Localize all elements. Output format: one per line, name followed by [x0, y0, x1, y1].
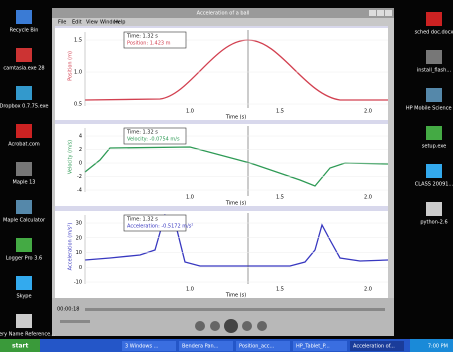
y-axis-label: Position (m) [68, 51, 74, 81]
y-tick-label: 30 [76, 221, 82, 227]
x-axis-label: Time (s) [225, 201, 246, 207]
taskbar-label: Bendera Pan... [182, 344, 219, 350]
x-tick-label: 1.0 [186, 195, 194, 201]
y-tick-label: 10 [76, 250, 82, 256]
y-axis-label: Velocity (m/s) [68, 140, 74, 174]
icon-label: sched doc.docx [415, 30, 453, 36]
maximize-button[interactable] [377, 10, 384, 16]
menu-item[interactable]: View [86, 20, 98, 26]
readout-text: Velocity: -0.0754 m/s [127, 137, 180, 143]
icon-label: Acrobat.com [8, 142, 40, 148]
player-controls [52, 298, 394, 336]
x-tick-label: 1.5 [276, 287, 284, 293]
y-tick-label: 20 [76, 235, 82, 241]
desktop-icon[interactable] [426, 88, 442, 102]
desktop-icon[interactable] [16, 200, 32, 214]
x-axis-label: Time (s) [225, 115, 246, 121]
volume-slider[interactable] [60, 320, 90, 323]
y-tick-label: -10 [74, 280, 82, 286]
desktop-icon[interactable] [426, 12, 442, 26]
icon-label: Skype [16, 294, 31, 300]
readout-text: Acceleration: -0.5172 m/s² [127, 224, 193, 230]
icon-label: Logger Pro 3.6 [6, 256, 42, 262]
taskbar-label: 3 Windows ... [125, 344, 159, 350]
taskbar-label: Acceleration of... [353, 344, 395, 350]
y-tick-label: 0 [79, 161, 82, 167]
clock: 7:00 PM [428, 344, 448, 350]
previous-button[interactable] [195, 321, 205, 331]
desktop-icon[interactable] [16, 86, 32, 100]
desktop-icon[interactable] [16, 162, 32, 176]
icon-label: setup.exe [422, 144, 446, 150]
seek-bar[interactable] [85, 308, 385, 311]
menu-item[interactable]: Help [114, 20, 125, 26]
x-tick-label: 1.5 [276, 195, 284, 201]
readout-text: Position: 1.423 m [127, 41, 171, 47]
desktop-icon[interactable] [16, 124, 32, 138]
x-tick-label: 2.0 [364, 287, 372, 293]
forward-button[interactable] [242, 321, 252, 331]
icon-label: HP Mobile Science Lab [406, 106, 453, 112]
y-tick-label: 1.0 [74, 70, 82, 76]
menu-item[interactable]: File [58, 20, 66, 26]
icon-label: install_flash... [417, 68, 452, 74]
icon-label: CLASS 20091... [415, 182, 453, 188]
desktop-icon[interactable] [426, 126, 442, 140]
start-label: start [12, 343, 28, 350]
x-tick-label: 1.5 [276, 109, 284, 115]
icon-label: Recycle Bin [10, 28, 39, 34]
desktop-icon[interactable] [426, 202, 442, 216]
rewind-button[interactable] [210, 321, 220, 331]
desktop-icon[interactable] [16, 10, 32, 24]
desktop-icon[interactable] [16, 238, 32, 252]
next-button[interactable] [257, 321, 267, 331]
x-tick-label: 2.0 [364, 109, 372, 115]
menu-item[interactable]: Edit [72, 20, 82, 26]
y-tick-label: -4 [77, 188, 82, 194]
desktop-icon[interactable] [16, 48, 32, 62]
readout-text: Time: 1.32 s [126, 130, 158, 136]
minimize-button[interactable] [369, 10, 376, 16]
y-axis-label: Acceleration (m/s²) [68, 223, 74, 271]
y-tick-label: 1.5 [74, 38, 82, 44]
desktop-icon[interactable] [426, 164, 442, 178]
icon-label: Maple 13 [13, 180, 36, 186]
taskbar-label: HP_Tablet_P... [296, 344, 330, 350]
y-tick-label: 0 [79, 265, 82, 271]
x-tick-label: 2.0 [364, 195, 372, 201]
taskbar-label: Position_acc... [239, 344, 275, 350]
y-tick-label: 4 [79, 134, 82, 140]
icon-label: Avery Name Reference... [0, 332, 55, 338]
icon-label: python-2.6 [420, 220, 447, 226]
page: Acceleration of a ball 00:00:18 start 7:… [0, 0, 453, 352]
x-tick-label: 1.0 [186, 287, 194, 293]
screen: Acceleration of a ball 00:00:18 start 7:… [0, 0, 453, 352]
graph-panel [55, 28, 388, 120]
icon-label: camtasia.exe 28 [3, 66, 44, 72]
desktop-icon[interactable] [16, 276, 32, 290]
readout-text: Time: 1.32 s [126, 34, 158, 40]
desktop-icon[interactable] [426, 50, 442, 64]
window-title: Acceleration of a ball [197, 11, 250, 17]
player-time: 00:00:18 [57, 307, 79, 313]
icon-label: Dropbox 0.7.75.exe [0, 104, 49, 110]
y-tick-label: 0.5 [74, 102, 82, 108]
pause-button[interactable] [224, 319, 238, 333]
icon-label: Maple Calculator [3, 218, 46, 224]
x-tick-label: 1.0 [186, 109, 194, 115]
readout-text: Time: 1.32 s [126, 217, 158, 223]
desktop-icon[interactable] [16, 314, 32, 328]
y-tick-label: -2 [77, 174, 82, 180]
x-axis-label: Time (s) [225, 293, 246, 299]
y-tick-label: 2 [79, 147, 82, 153]
close-button[interactable] [385, 10, 392, 16]
